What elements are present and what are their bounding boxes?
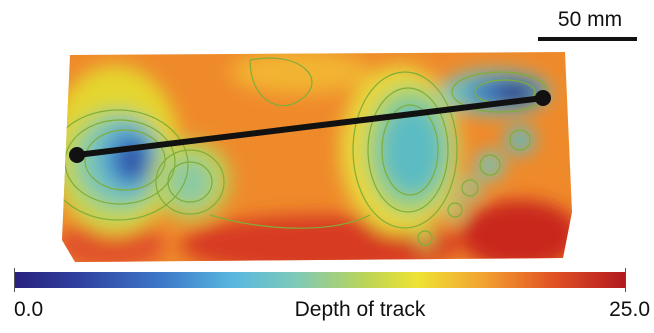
colorbar-max-label: 25.0 [609, 298, 650, 321]
measurement-end-marker [535, 90, 551, 106]
measurement-start-marker [69, 147, 85, 163]
scale-bar [538, 37, 637, 41]
scale-bar-label: 50 mm [557, 8, 623, 31]
colorbar-min-tick [14, 268, 15, 292]
colorbar-title: Depth of track [294, 298, 426, 321]
depth-colorbar [14, 272, 626, 288]
colorbar-min-label: 0.0 [14, 298, 44, 321]
colorbar-max-tick [625, 268, 626, 292]
measurement-line [76, 95, 544, 158]
track-surface [62, 52, 572, 262]
